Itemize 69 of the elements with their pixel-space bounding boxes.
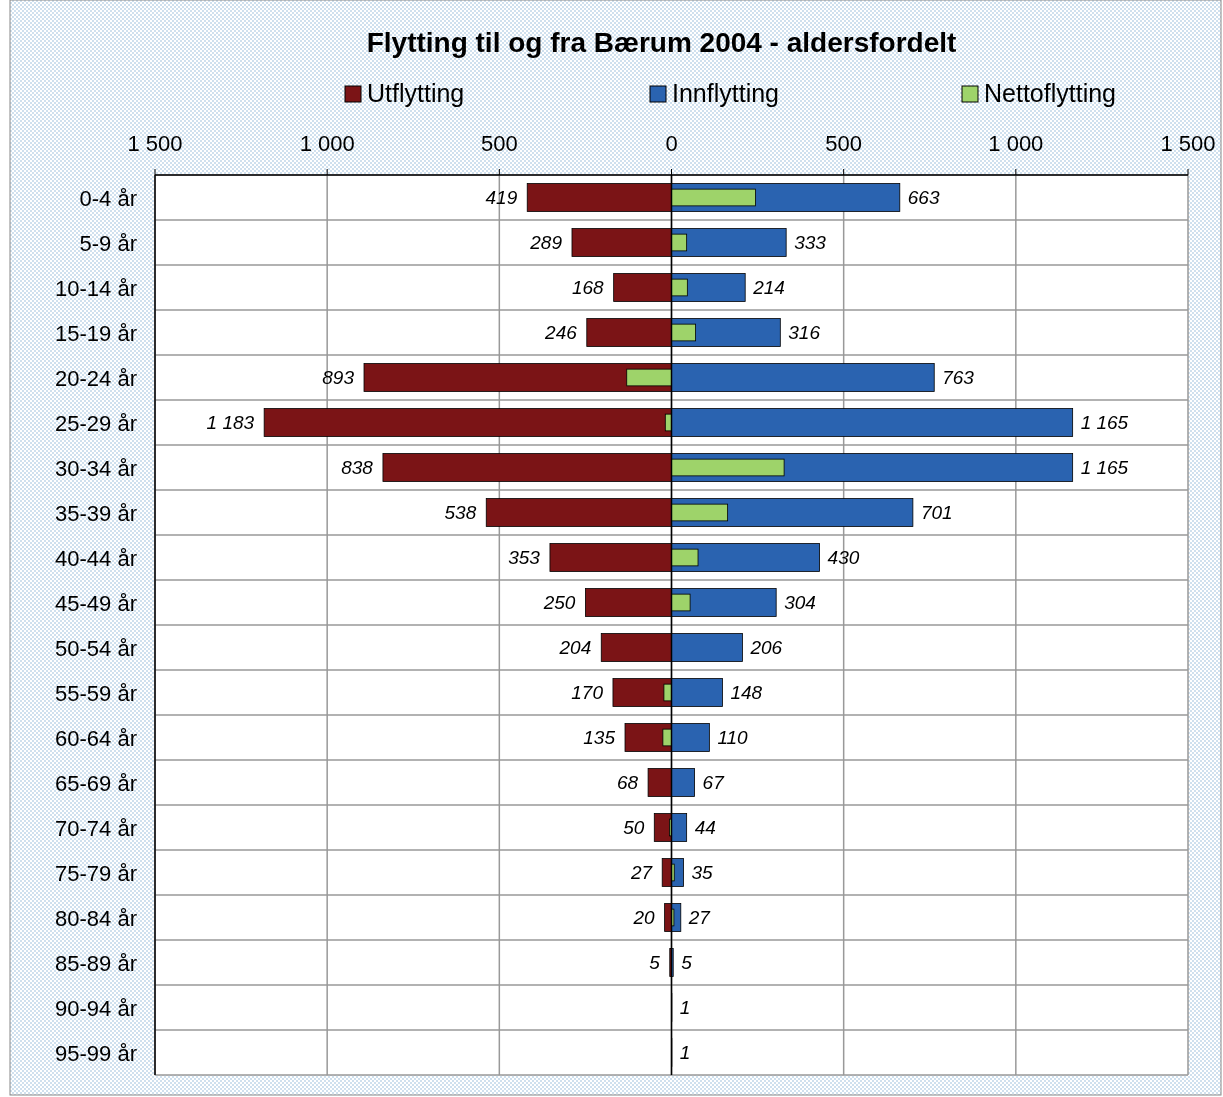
- y-tick-label: 30-34 år: [55, 455, 137, 481]
- chart-title: Flytting til og fra Bærum 2004 - aldersfordelt: [366, 27, 957, 58]
- data-label: 5: [681, 951, 693, 973]
- x-tick-label: 500: [825, 131, 863, 156]
- data-label: 333: [794, 231, 827, 253]
- y-tick-label: 70-74 år: [55, 815, 137, 841]
- x-tick-label: 1 000: [299, 131, 355, 156]
- data-label: 27: [687, 906, 712, 928]
- x-tick-label: 0: [665, 131, 678, 156]
- data-label: 289: [529, 231, 563, 253]
- y-tick-label: 25-29 år: [55, 410, 137, 436]
- y-tick-label: 90-94 år: [55, 995, 137, 1021]
- y-tick-label: 55-59 år: [55, 680, 137, 706]
- data-label: 20: [632, 906, 656, 928]
- y-tick-label: 20-24 år: [55, 365, 137, 391]
- data-label: 1 165: [1080, 411, 1129, 433]
- data-label: 353: [508, 546, 541, 568]
- data-label: 50: [623, 816, 645, 838]
- legend-label: Innflytting: [672, 79, 780, 107]
- data-label: 763: [942, 366, 975, 388]
- x-tick-label: 1 500: [127, 131, 183, 156]
- data-label: 1 165: [1080, 456, 1129, 478]
- x-tick-label: 1 500: [1160, 131, 1216, 156]
- data-label: 110: [717, 726, 749, 748]
- data-label: 27: [630, 861, 654, 883]
- data-label: 1 183: [206, 411, 255, 433]
- y-tick-label: 35-39 år: [55, 500, 137, 526]
- data-label: 1: [679, 1041, 691, 1063]
- data-label: 316: [788, 321, 821, 343]
- data-label: 148: [730, 681, 763, 703]
- data-label: 68: [616, 771, 639, 793]
- data-label: 67: [702, 771, 726, 793]
- y-tick-label: 85-89 år: [55, 950, 137, 976]
- data-label: 5: [649, 951, 661, 973]
- x-tick-label: 1 000: [988, 131, 1044, 156]
- data-label: 838: [341, 456, 374, 478]
- data-label: 663: [907, 186, 940, 208]
- data-label: 214: [752, 276, 785, 298]
- legend-label: Nettoflytting: [984, 79, 1117, 107]
- data-label: 304: [784, 591, 816, 613]
- data-label: 419: [485, 186, 518, 208]
- y-tick-label: 80-84 år: [55, 905, 137, 931]
- y-tick-label: 10-14 år: [55, 275, 137, 301]
- y-tick-label: 0-4 år: [79, 185, 137, 211]
- data-label: 170: [571, 681, 604, 703]
- data-label: 1: [679, 996, 691, 1018]
- data-label: 206: [749, 636, 783, 658]
- data-label: 250: [542, 591, 576, 613]
- y-tick-label: 75-79 år: [55, 860, 137, 886]
- data-label: 44: [694, 816, 716, 838]
- y-tick-label: 40-44 år: [55, 545, 137, 571]
- data-label: 701: [920, 501, 953, 523]
- data-label: 204: [558, 636, 592, 658]
- legend-label: Utflytting: [367, 79, 465, 107]
- data-label: 168: [571, 276, 605, 298]
- y-tick-label: 45-49 år: [55, 590, 137, 616]
- data-label: 135: [583, 726, 616, 748]
- y-tick-label: 65-69 år: [55, 770, 137, 796]
- y-tick-label: 50-54 år: [55, 635, 137, 661]
- x-tick-label: 500: [480, 131, 518, 156]
- data-label: 538: [444, 501, 477, 523]
- data-label: 430: [827, 546, 860, 568]
- data-label: 35: [691, 861, 714, 883]
- data-label: 246: [544, 321, 578, 343]
- y-tick-label: 95-99 år: [55, 1040, 137, 1066]
- y-tick-label: 15-19 år: [55, 320, 137, 346]
- y-tick-label: 5-9 år: [79, 230, 137, 256]
- data-label: 893: [322, 366, 355, 388]
- y-tick-label: 60-64 år: [55, 725, 137, 751]
